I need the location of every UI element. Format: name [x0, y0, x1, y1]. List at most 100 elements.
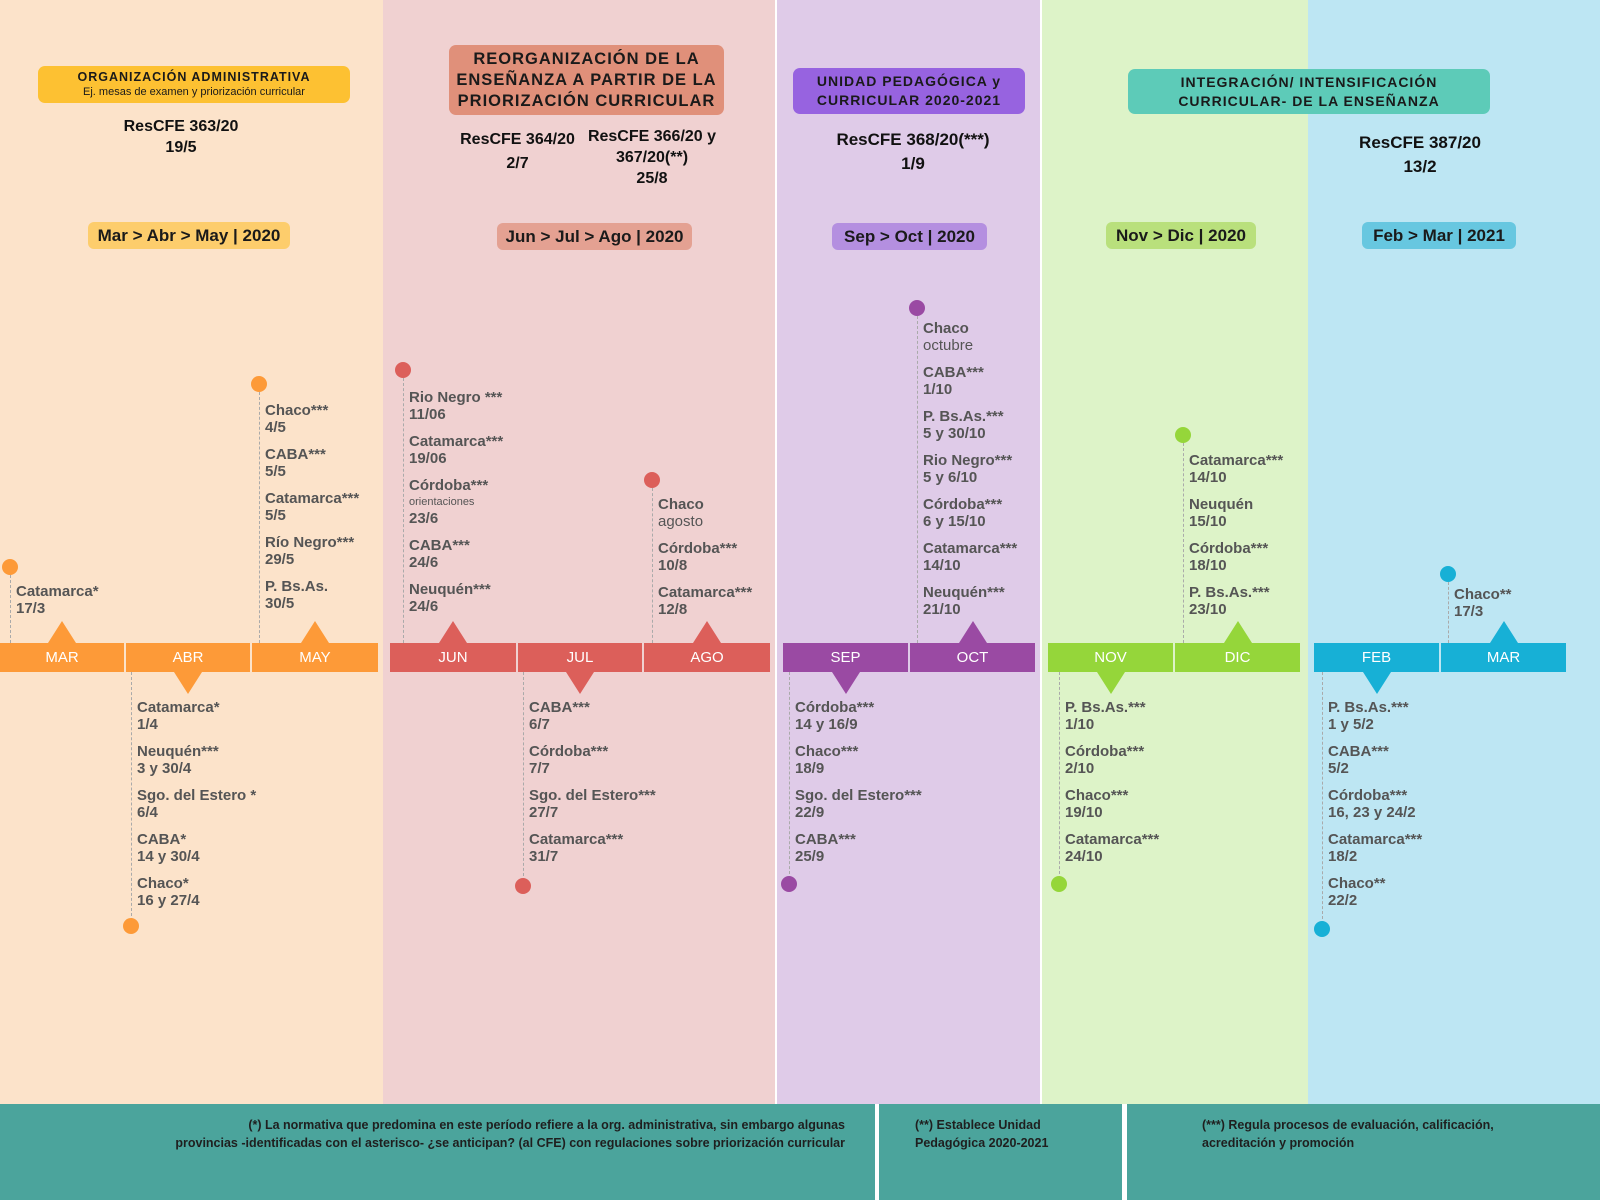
- month-oct: OCT: [910, 643, 1035, 672]
- month-ago: AGO: [644, 643, 770, 672]
- event-item: Córdoba*** 18/10: [1189, 540, 1283, 574]
- event-item: Neuquén*** 3 y 30/4: [137, 743, 256, 777]
- event-date: 25/9: [795, 848, 825, 865]
- event-date: 16 y 27/4: [137, 892, 200, 909]
- resolution-date: 1/9: [901, 154, 925, 173]
- event-connector: [1059, 672, 1060, 884]
- province-name: Chaco**: [1454, 586, 1512, 603]
- event-note: orientaciones: [409, 496, 475, 508]
- triangle-down-icon: [174, 672, 202, 694]
- event-item: Chaco*** 18/9: [795, 743, 922, 777]
- event-date: 6 y 15/10: [923, 513, 986, 530]
- resolution-name: ResCFE 366/20 y 367/20(**): [587, 128, 717, 166]
- event-dot: [1051, 876, 1067, 892]
- event-date: 4/5: [265, 419, 286, 436]
- province-name: CABA***: [795, 831, 856, 848]
- month-may: MAY: [252, 643, 378, 672]
- column-jun-ago: [383, 0, 775, 1104]
- province-name: CABA***: [529, 699, 590, 716]
- event-date: 1 y 5/2: [1328, 716, 1374, 733]
- event-item: Catamarca*** 31/7: [529, 831, 656, 865]
- event-item: CABA*** 1/10: [923, 364, 1017, 398]
- event-item: Catamarca*** 5/5: [265, 490, 359, 524]
- resolution-date: 2/7: [506, 155, 529, 172]
- event-item: Chaco octubre: [923, 320, 1017, 354]
- event-dot: [395, 362, 411, 378]
- event-date: 5/5: [265, 463, 286, 480]
- event-date: 29/5: [265, 551, 295, 568]
- event-dot: [1440, 566, 1456, 582]
- column-nov-dic: [1042, 0, 1308, 1104]
- footnote-2-line-2: Pedagógica 2020-2021: [915, 1136, 1049, 1150]
- province-name: Sgo. del Estero***: [529, 787, 656, 804]
- resolution-date: 19/5: [165, 139, 197, 156]
- province-name: Chaco***: [795, 743, 859, 760]
- event-item: Sgo. del Estero * 6/4: [137, 787, 256, 821]
- resolution-name: ResCFE 387/20: [1359, 133, 1481, 152]
- triangle-up-icon: [1489, 621, 1518, 643]
- event-dot: [1314, 921, 1330, 937]
- event-group-mar: Catamarca* 17/3: [16, 583, 99, 617]
- footnote-3-line-2: acreditación y promoción: [1202, 1136, 1355, 1150]
- province-name: Catamarca*: [137, 699, 220, 716]
- event-item: Rio Negro*** 5 y 6/10: [923, 452, 1017, 486]
- event-date: agosto: [658, 513, 704, 530]
- event-date: 5 y 30/10: [923, 425, 986, 442]
- event-date: 23/6: [409, 510, 439, 527]
- province-name: P. Bs.As.***: [923, 408, 1004, 425]
- province-name: Rio Negro ***: [409, 389, 503, 406]
- resolution-name: ResCFE 364/20: [460, 131, 575, 148]
- month-dic: DIC: [1175, 643, 1300, 672]
- event-date: 14 y 16/9: [795, 716, 858, 733]
- province-name: Río Negro***: [265, 534, 355, 551]
- event-item: Neuquén*** 24/6: [409, 581, 503, 615]
- province-name: Chaco: [658, 496, 704, 513]
- triangle-up-icon: [693, 621, 721, 643]
- event-connector: [789, 672, 790, 884]
- event-group-nov: P. Bs.As.*** 1/10 Córdoba*** 2/10 Chaco*** 19…: [1065, 699, 1159, 865]
- event-date: 24/6: [409, 554, 439, 571]
- event-group-jul: CABA*** 6/7 Córdoba*** 7/7 Sgo. del Estero**…: [529, 699, 656, 865]
- event-connector: [652, 488, 653, 643]
- column-sep-oct: [777, 0, 1040, 1104]
- event-group-ago: Chaco agosto Córdoba*** 10/8 Catamarca*** 12/…: [658, 496, 752, 618]
- event-group-oct: Chaco octubre CABA*** 1/10 P. Bs.As.*** 5 y 3…: [923, 320, 1017, 618]
- event-connector: [10, 575, 11, 643]
- event-date: 5/5: [265, 507, 286, 524]
- event-group-jun: Rio Negro *** 11/06 Catamarca*** 19/06 Córdo…: [409, 389, 503, 615]
- event-dot: [1175, 427, 1191, 443]
- triangle-down-icon: [566, 672, 594, 694]
- event-date: 18/10: [1189, 557, 1227, 574]
- province-name: CABA***: [409, 537, 470, 554]
- province-name: P. Bs.As.: [265, 578, 329, 595]
- event-date: 3 y 30/4: [137, 760, 192, 777]
- event-date: 23/10: [1189, 601, 1227, 618]
- province-name: Sgo. del Estero***: [795, 787, 922, 804]
- resolution-name: ResCFE 363/20: [123, 118, 239, 135]
- event-dot: [644, 472, 660, 488]
- event-date: 7/7: [529, 760, 550, 777]
- event-date: 14/10: [923, 557, 961, 574]
- event-date: 15/10: [1189, 513, 1227, 530]
- province-name: CABA*: [137, 831, 187, 848]
- province-name: P. Bs.As.***: [1065, 699, 1146, 716]
- event-item: Catamarca*** 19/06: [409, 433, 503, 467]
- month-mar: MAR: [1441, 643, 1566, 672]
- province-name: Chaco***: [265, 402, 329, 419]
- phase-title-integracion: INTEGRACIÓN/ INTENSIFICACIÓN CURRICULAR-…: [1128, 69, 1490, 114]
- event-item: Córdoba*** 2/10: [1065, 743, 1159, 777]
- event-item: Catamarca*** 14/10: [1189, 452, 1283, 486]
- event-item: Catamarca*** 24/10: [1065, 831, 1159, 865]
- event-date: 22/2: [1328, 892, 1358, 909]
- event-item: P. Bs.As.*** 23/10: [1189, 584, 1283, 618]
- event-date: 21/10: [923, 601, 961, 618]
- event-item: Catamarca* 1/4: [137, 699, 256, 733]
- resolution-date: 25/8: [636, 170, 668, 187]
- period-nov-dic: Nov > Dic | 2020: [1106, 222, 1256, 249]
- event-date: 16, 23 y 24/2: [1328, 804, 1416, 821]
- resolution-368: ResCFE 368/20(***) 1/9: [818, 128, 1008, 176]
- triangle-up-icon: [958, 621, 987, 643]
- province-name: Córdoba***: [529, 743, 609, 760]
- event-item: Córdoba*** 7/7: [529, 743, 656, 777]
- month-jul: JUL: [518, 643, 642, 672]
